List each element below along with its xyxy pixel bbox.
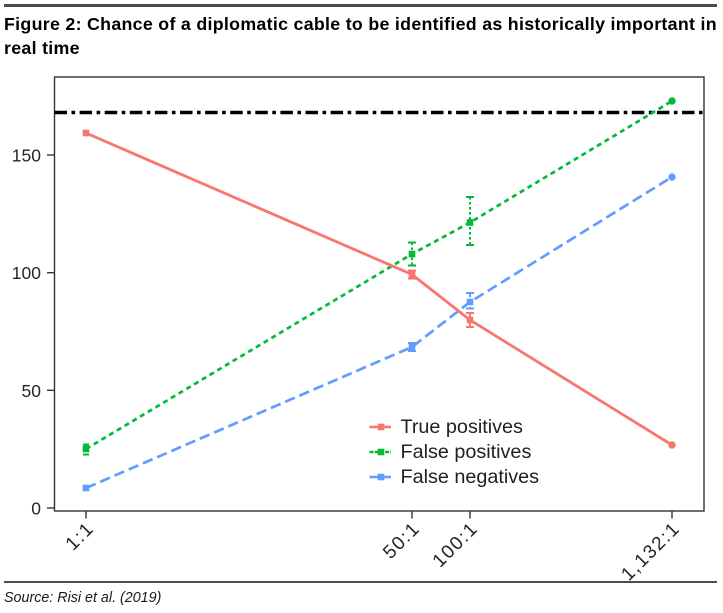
svg-text:150: 150 bbox=[12, 146, 41, 166]
svg-text:False positives: False positives bbox=[401, 441, 532, 463]
svg-text:1,132:1: 1,132:1 bbox=[617, 518, 684, 585]
svg-text:True positives: True positives bbox=[401, 416, 524, 438]
svg-text:50:1: 50:1 bbox=[379, 518, 424, 563]
svg-text:100: 100 bbox=[12, 263, 41, 283]
svg-text:100:1: 100:1 bbox=[429, 518, 483, 572]
svg-text:1:1: 1:1 bbox=[62, 518, 99, 555]
svg-text:0: 0 bbox=[31, 499, 41, 519]
svg-text:50: 50 bbox=[22, 381, 42, 401]
svg-text:False negatives: False negatives bbox=[401, 466, 540, 488]
